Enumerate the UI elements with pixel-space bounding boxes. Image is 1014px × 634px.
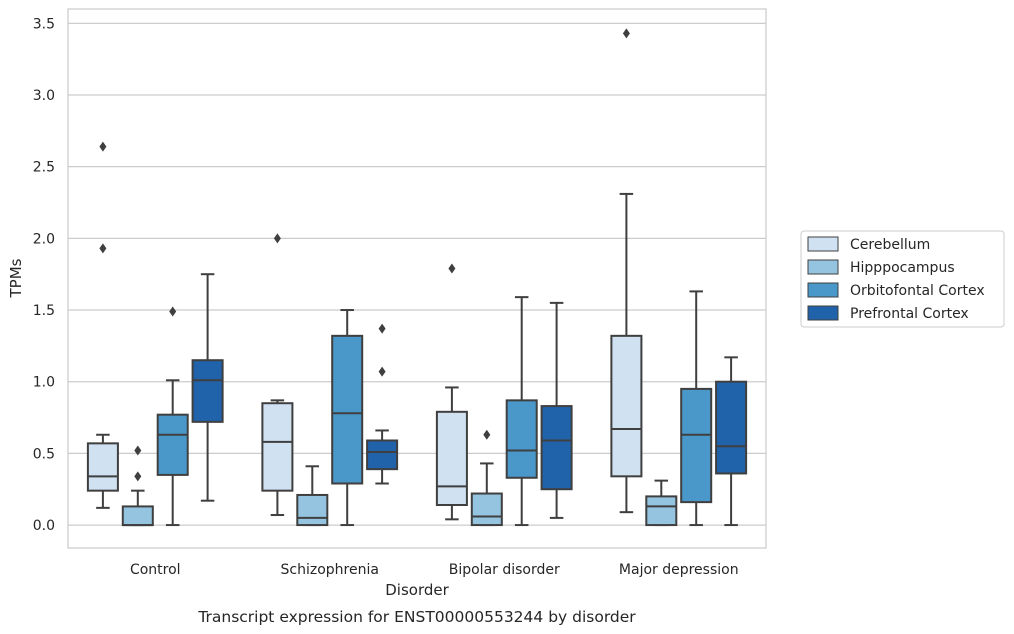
legend-frame: [800, 230, 1005, 328]
outlier-point: [169, 306, 177, 317]
box-iqr: [86, 442, 119, 492]
outlier-point: [622, 28, 630, 39]
box-1-1: [296, 465, 329, 527]
box-0-2: [156, 306, 189, 527]
box-3-3: [715, 356, 748, 527]
box-iqr: [680, 387, 713, 504]
outlier-point: [99, 141, 107, 152]
box-iqr: [156, 413, 189, 476]
legend-swatch: [807, 236, 839, 252]
y-tick-label: 1.0: [33, 375, 55, 391]
legend-label: Orbitofontal Cortex: [850, 283, 985, 299]
box-iqr: [191, 359, 224, 423]
y-tick-label: 3.5: [33, 16, 55, 32]
x-tick-labels: Control Schizophrenia Bipolar disorder Majo…: [130, 562, 739, 578]
box-iqr: [470, 492, 503, 527]
y-tick-label: 0.5: [33, 446, 55, 462]
outlier-point: [99, 243, 107, 254]
x-tick-label: Major depression: [619, 562, 739, 578]
box-3-0: [610, 28, 643, 514]
box-0-3: [191, 273, 224, 502]
legend-swatch: [807, 282, 839, 298]
box-iqr: [645, 495, 678, 527]
box-iqr: [331, 334, 364, 485]
y-tick-labels: 0.0 0.5 1.0 1.5 2.0 2.5 3.0 3.5: [33, 16, 55, 534]
outlier-point: [134, 471, 142, 482]
outlier-point: [378, 323, 386, 334]
y-tick-label: 3.0: [33, 88, 55, 104]
box-3-2: [680, 290, 713, 527]
box-2-0: [435, 263, 468, 521]
legend-label: Prefrontal Cortex: [850, 306, 969, 322]
box-3-1: [645, 479, 678, 527]
box-iqr: [610, 334, 643, 478]
box-iqr: [540, 405, 573, 491]
y-tick-label: 2.0: [33, 231, 55, 247]
x-axis-title: Disorder: [385, 581, 449, 599]
box-0-1: [121, 445, 154, 527]
box-iqr: [296, 493, 329, 527]
box-iqr: [435, 410, 468, 506]
outlier-point: [378, 366, 386, 377]
x-tick-label: Control: [130, 562, 181, 578]
box-iqr: [366, 439, 399, 471]
box-1-3: [366, 323, 399, 485]
box-iqr: [505, 399, 538, 479]
box-iqr: [715, 380, 748, 475]
x-tick-label: Bipolar disorder: [449, 562, 560, 578]
legend-label: Cerebellum: [850, 237, 930, 253]
outlier-point: [134, 445, 142, 456]
x-tick-label: Schizophrenia: [281, 562, 379, 578]
legend-swatch: [807, 259, 839, 275]
box-1-2: [331, 309, 364, 527]
y-tick-label: 2.5: [33, 160, 55, 176]
y-tick-label: 1.5: [33, 303, 55, 319]
outlier-point: [483, 429, 491, 440]
box-2-1: [470, 429, 503, 527]
outlier-point: [273, 233, 281, 244]
y-tick-label: 0.0: [33, 518, 55, 534]
legend-label: Hipppocampus: [850, 260, 955, 276]
y-axis-title: TPMs: [7, 258, 25, 298]
box-2-2: [505, 296, 538, 527]
box-2-3: [540, 301, 573, 519]
box-0-0: [86, 141, 119, 509]
legend: Cerebellum Hipppocampus Orbitofontal Corte…: [800, 230, 1005, 328]
boxes: [86, 28, 748, 527]
outlier-point: [448, 263, 456, 274]
chart-caption: Transcript expression for ENST0000055324…: [197, 608, 636, 626]
box-iqr: [261, 402, 294, 492]
box-1-0: [261, 233, 294, 517]
legend-swatch: [807, 305, 839, 321]
box-iqr: [121, 505, 154, 527]
